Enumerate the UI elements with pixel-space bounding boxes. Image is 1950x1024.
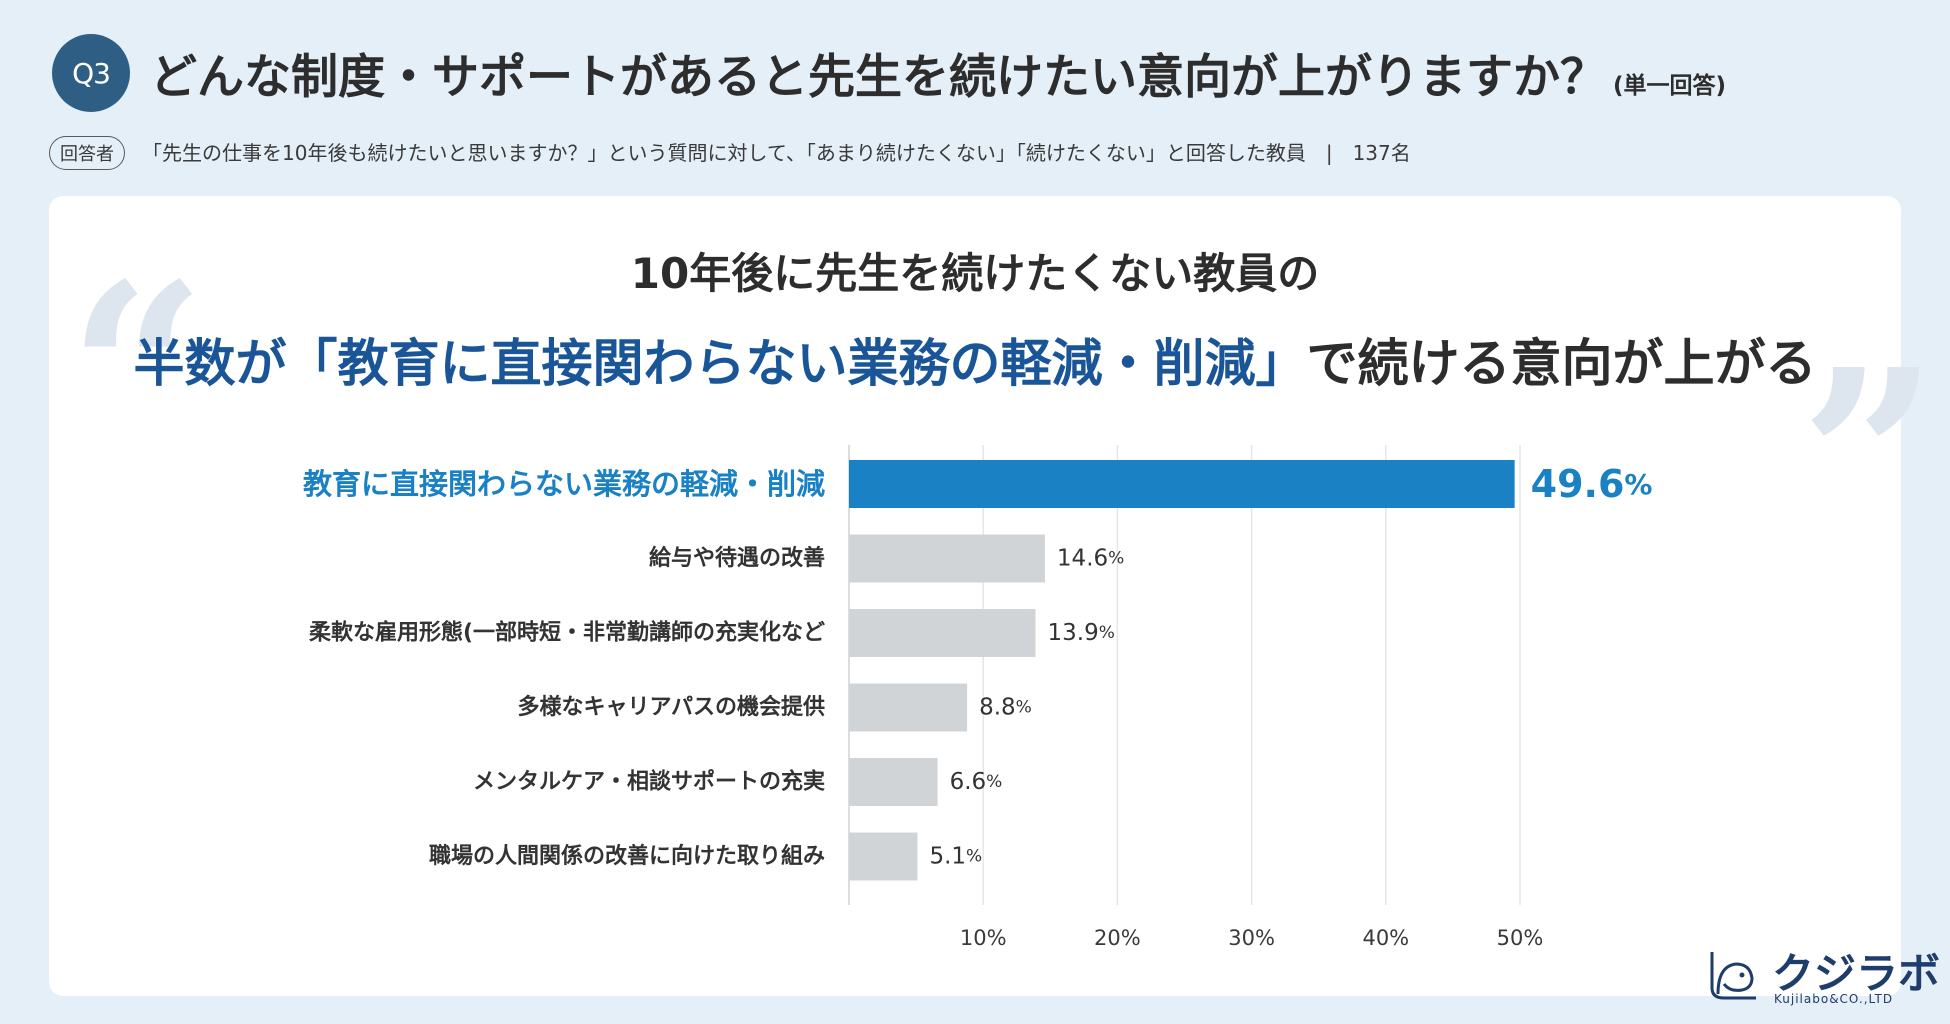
- value-label: 14.6%: [1057, 546, 1124, 572]
- question-badge: Q3: [52, 34, 130, 112]
- headline-line-2: 半数が「教育に直接関わらない業務の軽減・削減」で続ける意向が上がる: [0, 322, 1950, 396]
- chart-panel: [49, 196, 1901, 996]
- bar: [849, 609, 1036, 657]
- value-label: 8.8%: [979, 695, 1032, 721]
- headline-rest: で続ける意向が上がる: [1306, 335, 1817, 394]
- open-quote-icon: “: [68, 231, 207, 513]
- category-label: 職場の人間関係の改善に向けた取り組み: [429, 843, 825, 869]
- value-label: 6.6%: [950, 769, 1003, 795]
- company-logo: クジラボ Kujilabo&CO.,LTD: [1690, 922, 1940, 1022]
- headline-accent: 半数が「教育に直接関わらない業務の軽減・削減」: [133, 335, 1307, 394]
- whale-logo-icon: [1710, 952, 1756, 1000]
- x-tick-label: 30%: [1228, 926, 1275, 950]
- x-tick-label: 20%: [1094, 926, 1141, 950]
- bar: [849, 832, 918, 881]
- answer-type-note: (単一回答): [1613, 73, 1727, 99]
- respondents-description: 「先生の仕事を10年後も続けたいと思いますか？」という質問に対して、「あまり続け…: [142, 141, 1411, 165]
- logo-wordmark: クジラボ: [1772, 949, 1941, 998]
- bar: [849, 758, 938, 806]
- bar: [849, 683, 968, 732]
- value-label: 5.1%: [929, 844, 982, 870]
- x-tick-label: 10%: [960, 926, 1007, 950]
- value-label: 13.9%: [1048, 620, 1115, 646]
- category-label: 柔軟な雇用形態(一部時短・非常勤講師の充実化など: [309, 620, 825, 646]
- headline-line-1: 10年後に先生を続けたくない教員の: [630, 249, 1320, 298]
- question-title: どんな制度・サポートがあると先生を続けたい意向が上がりますか？ (単一回答): [150, 38, 1726, 107]
- category-label: 教育に直接関わらない業務の軽減・削減: [303, 467, 825, 501]
- bar: [849, 534, 1045, 583]
- question-text: どんな制度・サポートがあると先生を続けたい意向が上がりますか？: [150, 50, 1607, 105]
- x-tick-label: 40%: [1362, 926, 1409, 950]
- category-label: 給与や待遇の改善: [649, 545, 825, 571]
- category-label: 多様なキャリアパスの機会提供: [517, 694, 825, 720]
- category-label: メンタルケア・相談サポートの充実: [473, 769, 825, 795]
- value-label: 49.6%: [1531, 462, 1653, 506]
- close-quote-icon: ”: [1800, 317, 1939, 599]
- bar: [849, 460, 1515, 508]
- logo-company-name: Kujilabo&CO.,LTD: [1774, 992, 1894, 1006]
- respondents-tag: 回答者: [49, 136, 125, 170]
- x-tick-label: 50%: [1497, 926, 1544, 950]
